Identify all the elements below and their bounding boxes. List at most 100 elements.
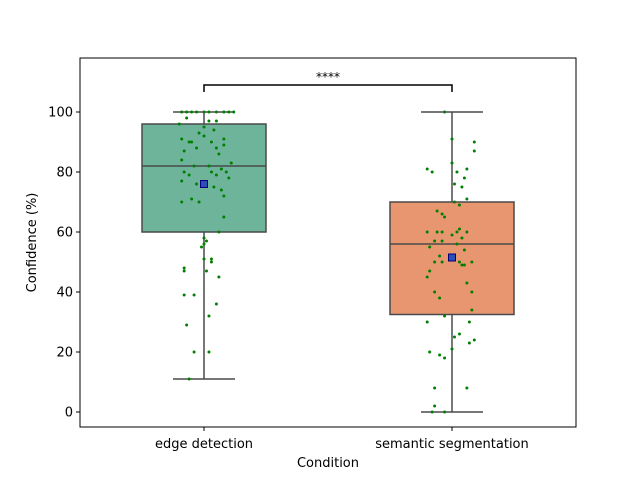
- data-point: [187, 140, 191, 144]
- data-point: [177, 122, 181, 126]
- data-point: [438, 353, 442, 357]
- data-point: [462, 248, 466, 252]
- data-point: [443, 215, 447, 219]
- data-point: [202, 134, 206, 138]
- data-point: [452, 182, 456, 186]
- box-edge-detection: [141, 123, 267, 233]
- data-point: [202, 125, 206, 129]
- data-point: [197, 131, 201, 135]
- data-point: [185, 116, 189, 120]
- data-point: [224, 170, 228, 174]
- data-point: [195, 182, 199, 186]
- plot-area: 0 20 40 60 80 100 edge detection semantic segme…: [48, 70, 529, 452]
- data-point: [472, 140, 476, 144]
- data-point: [440, 260, 444, 264]
- axes-frame: [79, 57, 577, 428]
- data-point: [212, 128, 216, 132]
- data-point: [202, 257, 206, 261]
- data-point: [435, 230, 439, 234]
- data-point: [185, 323, 189, 327]
- mean-marker: [200, 180, 208, 188]
- data-point: [207, 314, 211, 318]
- data-point: [190, 140, 194, 144]
- data-point: [425, 230, 429, 234]
- data-point: [425, 167, 429, 171]
- data-point: [462, 176, 466, 180]
- data-point: [440, 230, 444, 234]
- data-point: [428, 350, 432, 354]
- data-point: [438, 296, 442, 300]
- data-point: [465, 386, 469, 390]
- data-point: [180, 200, 184, 204]
- data-point: [232, 110, 236, 114]
- significance-bracket: [203, 84, 453, 92]
- y-tick-label: 20: [56, 346, 73, 361]
- data-point: [443, 410, 447, 414]
- data-point: [202, 110, 206, 114]
- x-tick-label: edge detection: [155, 437, 253, 452]
- data-point: [428, 269, 432, 273]
- data-point: [195, 146, 199, 150]
- data-point: [202, 242, 206, 246]
- x-tick-label: semantic segmentation: [375, 437, 529, 452]
- data-point: [452, 335, 456, 339]
- data-point: [222, 215, 226, 219]
- data-point: [457, 332, 461, 336]
- data-point: [219, 167, 223, 171]
- data-point: [222, 110, 226, 114]
- significance-label: ****: [316, 70, 340, 84]
- data-point: [450, 137, 454, 141]
- data-point: [472, 338, 476, 342]
- data-point: [209, 260, 213, 264]
- data-point: [455, 170, 459, 174]
- data-point: [450, 233, 454, 237]
- data-point: [440, 239, 444, 243]
- data-point: [433, 290, 437, 294]
- data-point: [470, 260, 474, 264]
- data-point: [192, 350, 196, 354]
- y-tick-label: 100: [48, 106, 73, 121]
- data-point: [219, 188, 223, 192]
- data-point: [440, 212, 444, 216]
- data-point: [207, 164, 211, 168]
- data-point: [214, 110, 218, 114]
- data-point: [222, 137, 226, 141]
- data-point: [430, 170, 434, 174]
- data-point: [187, 173, 191, 177]
- data-point: [182, 269, 186, 273]
- x-axis-label: Condition: [297, 456, 359, 471]
- data-point: [182, 149, 186, 153]
- data-point: [195, 110, 199, 114]
- data-point: [214, 302, 218, 306]
- data-point: [209, 140, 213, 144]
- data-point: [433, 404, 437, 408]
- data-point: [435, 209, 439, 213]
- data-point: [214, 119, 218, 123]
- data-point: [450, 161, 454, 165]
- data-point: [438, 254, 442, 258]
- data-point: [209, 170, 213, 174]
- data-point: [182, 293, 186, 297]
- data-point: [202, 236, 206, 240]
- data-point: [180, 110, 184, 114]
- data-point: [217, 152, 221, 156]
- data-point: [457, 203, 461, 207]
- data-point: [204, 269, 208, 273]
- data-point: [212, 185, 216, 189]
- y-axis-label: Confidence (%): [25, 193, 40, 293]
- data-point: [190, 110, 194, 114]
- data-point: [180, 137, 184, 141]
- data-point: [455, 242, 459, 246]
- data-point: [460, 263, 464, 267]
- data-point: [443, 356, 447, 360]
- data-point: [443, 314, 447, 318]
- data-point: [465, 230, 469, 234]
- data-point: [433, 239, 437, 243]
- data-point: [207, 350, 211, 354]
- data-point: [425, 275, 429, 279]
- data-point: [207, 119, 211, 123]
- data-point: [450, 347, 454, 351]
- data-point: [472, 149, 476, 153]
